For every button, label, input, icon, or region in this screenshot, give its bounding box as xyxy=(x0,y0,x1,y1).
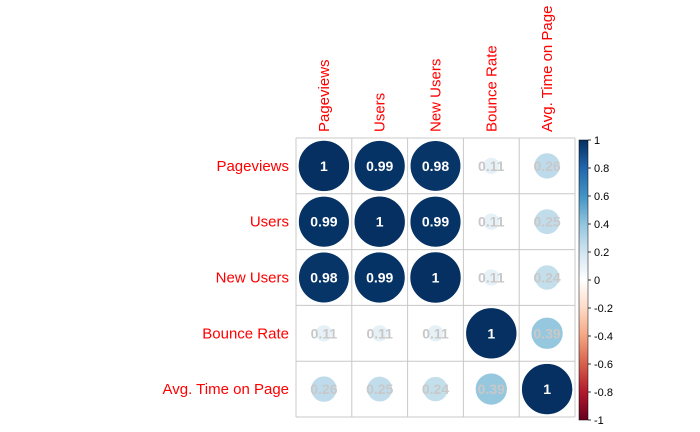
correlation-circle xyxy=(310,375,338,403)
cell-value-label: 0.24 xyxy=(422,381,449,397)
cell-value-label: 0.11 xyxy=(366,325,393,341)
row-label: Bounce Rate xyxy=(202,325,289,342)
grid xyxy=(295,137,576,418)
correlation-circle xyxy=(298,140,350,192)
cell-value-label: 0.39 xyxy=(478,381,505,397)
column-label: New Users xyxy=(428,59,445,132)
correlation-circle xyxy=(482,212,501,231)
cell-value-label: 0.98 xyxy=(422,158,449,174)
colorbar-tick-label: 0.8 xyxy=(594,163,609,175)
cell-value-label: 1 xyxy=(487,325,495,341)
color-scale-bar xyxy=(578,139,589,421)
correlation-circle xyxy=(534,264,560,291)
cell-value-label: 0.99 xyxy=(422,214,449,230)
correlation-circle xyxy=(315,324,333,343)
cell-value-label: 1 xyxy=(432,270,440,286)
correlation-circle xyxy=(530,317,564,350)
colorbar-tick-label: -0.6 xyxy=(594,359,613,371)
cell-value-label: 0.11 xyxy=(311,325,338,341)
column-label: Bounce Rate xyxy=(483,45,500,132)
cell-value-label: 0.26 xyxy=(310,381,337,397)
row-label: New Users xyxy=(216,270,289,287)
correlation-circle xyxy=(426,324,445,343)
correlation-circle xyxy=(409,196,462,248)
colorbar-tick-label: 0 xyxy=(594,275,600,287)
correlation-circle xyxy=(370,324,389,343)
correlation-circle xyxy=(482,268,501,287)
correlation-circle xyxy=(475,372,508,406)
colorbar-tick-label: -0.2 xyxy=(594,303,613,315)
cell-value-label: 0.99 xyxy=(366,158,393,174)
colorbar-tick-label: -1 xyxy=(594,415,604,427)
cell-value-label: 1 xyxy=(320,158,328,174)
colorbar-tick-label: -0.8 xyxy=(594,387,613,399)
cell-value-label: 1 xyxy=(376,214,384,230)
cell-value-label: 1 xyxy=(543,381,551,397)
correlation-circle xyxy=(482,157,501,175)
correlation-circle xyxy=(422,376,449,402)
cell-value-label: 0.25 xyxy=(366,381,393,397)
cell-value-label: 0.24 xyxy=(533,270,560,286)
correlation-circle xyxy=(465,307,518,360)
cell-value-label: 0.99 xyxy=(310,214,337,230)
correlation-circle xyxy=(533,152,561,180)
column-label: Users xyxy=(372,93,389,132)
cell-value-label: 0.11 xyxy=(478,158,505,174)
colorbar-tick-label: 1 xyxy=(594,135,600,147)
correlation-circle xyxy=(354,140,406,192)
row-label: Pageviews xyxy=(216,158,289,175)
correlation-circle xyxy=(354,251,406,304)
row-label: Avg. Time on Page xyxy=(163,381,289,398)
cell-value-label: 0.25 xyxy=(533,214,560,230)
cell-value-label: 0.11 xyxy=(422,325,449,341)
cell-value-label: 0.98 xyxy=(310,270,337,286)
cell-value-label: 0.26 xyxy=(533,158,560,174)
cell-value-label: 0.11 xyxy=(478,270,505,286)
column-label: Avg. Time on Page xyxy=(539,6,556,132)
cell-value-label: 0.39 xyxy=(533,325,560,341)
correlation-circle xyxy=(298,251,350,304)
correlation-circle xyxy=(409,140,462,192)
row-label: Users xyxy=(250,214,289,231)
correlation-circle xyxy=(366,376,393,403)
correlation-circle xyxy=(298,196,350,248)
correlation-circle xyxy=(534,208,561,235)
correlation-circle xyxy=(409,251,462,304)
colorbar-tick-label: 0.4 xyxy=(594,219,609,231)
column-label: Pageviews xyxy=(316,59,333,132)
colorbar-tick-label: 0.2 xyxy=(594,247,609,259)
cell-value-label: 0.11 xyxy=(478,214,505,230)
colorbar-tick-label: -0.4 xyxy=(594,331,613,343)
colorbar-tick-label: 0.6 xyxy=(594,191,609,203)
correlation-circle xyxy=(521,363,573,415)
correlation-circle xyxy=(353,195,406,248)
cell-value-label: 0.99 xyxy=(366,270,393,286)
